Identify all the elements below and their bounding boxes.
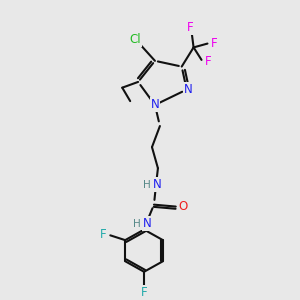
Text: F: F bbox=[211, 37, 218, 50]
Text: N: N bbox=[153, 178, 161, 191]
Text: N: N bbox=[151, 98, 159, 111]
Text: F: F bbox=[187, 21, 194, 34]
Text: F: F bbox=[141, 286, 147, 299]
Text: N: N bbox=[143, 217, 152, 230]
Text: H: H bbox=[143, 181, 151, 190]
Text: Cl: Cl bbox=[129, 33, 141, 46]
Text: F: F bbox=[100, 228, 107, 241]
Text: N: N bbox=[184, 83, 193, 96]
Text: O: O bbox=[178, 200, 187, 213]
Text: F: F bbox=[205, 55, 212, 68]
Text: H: H bbox=[133, 219, 141, 229]
